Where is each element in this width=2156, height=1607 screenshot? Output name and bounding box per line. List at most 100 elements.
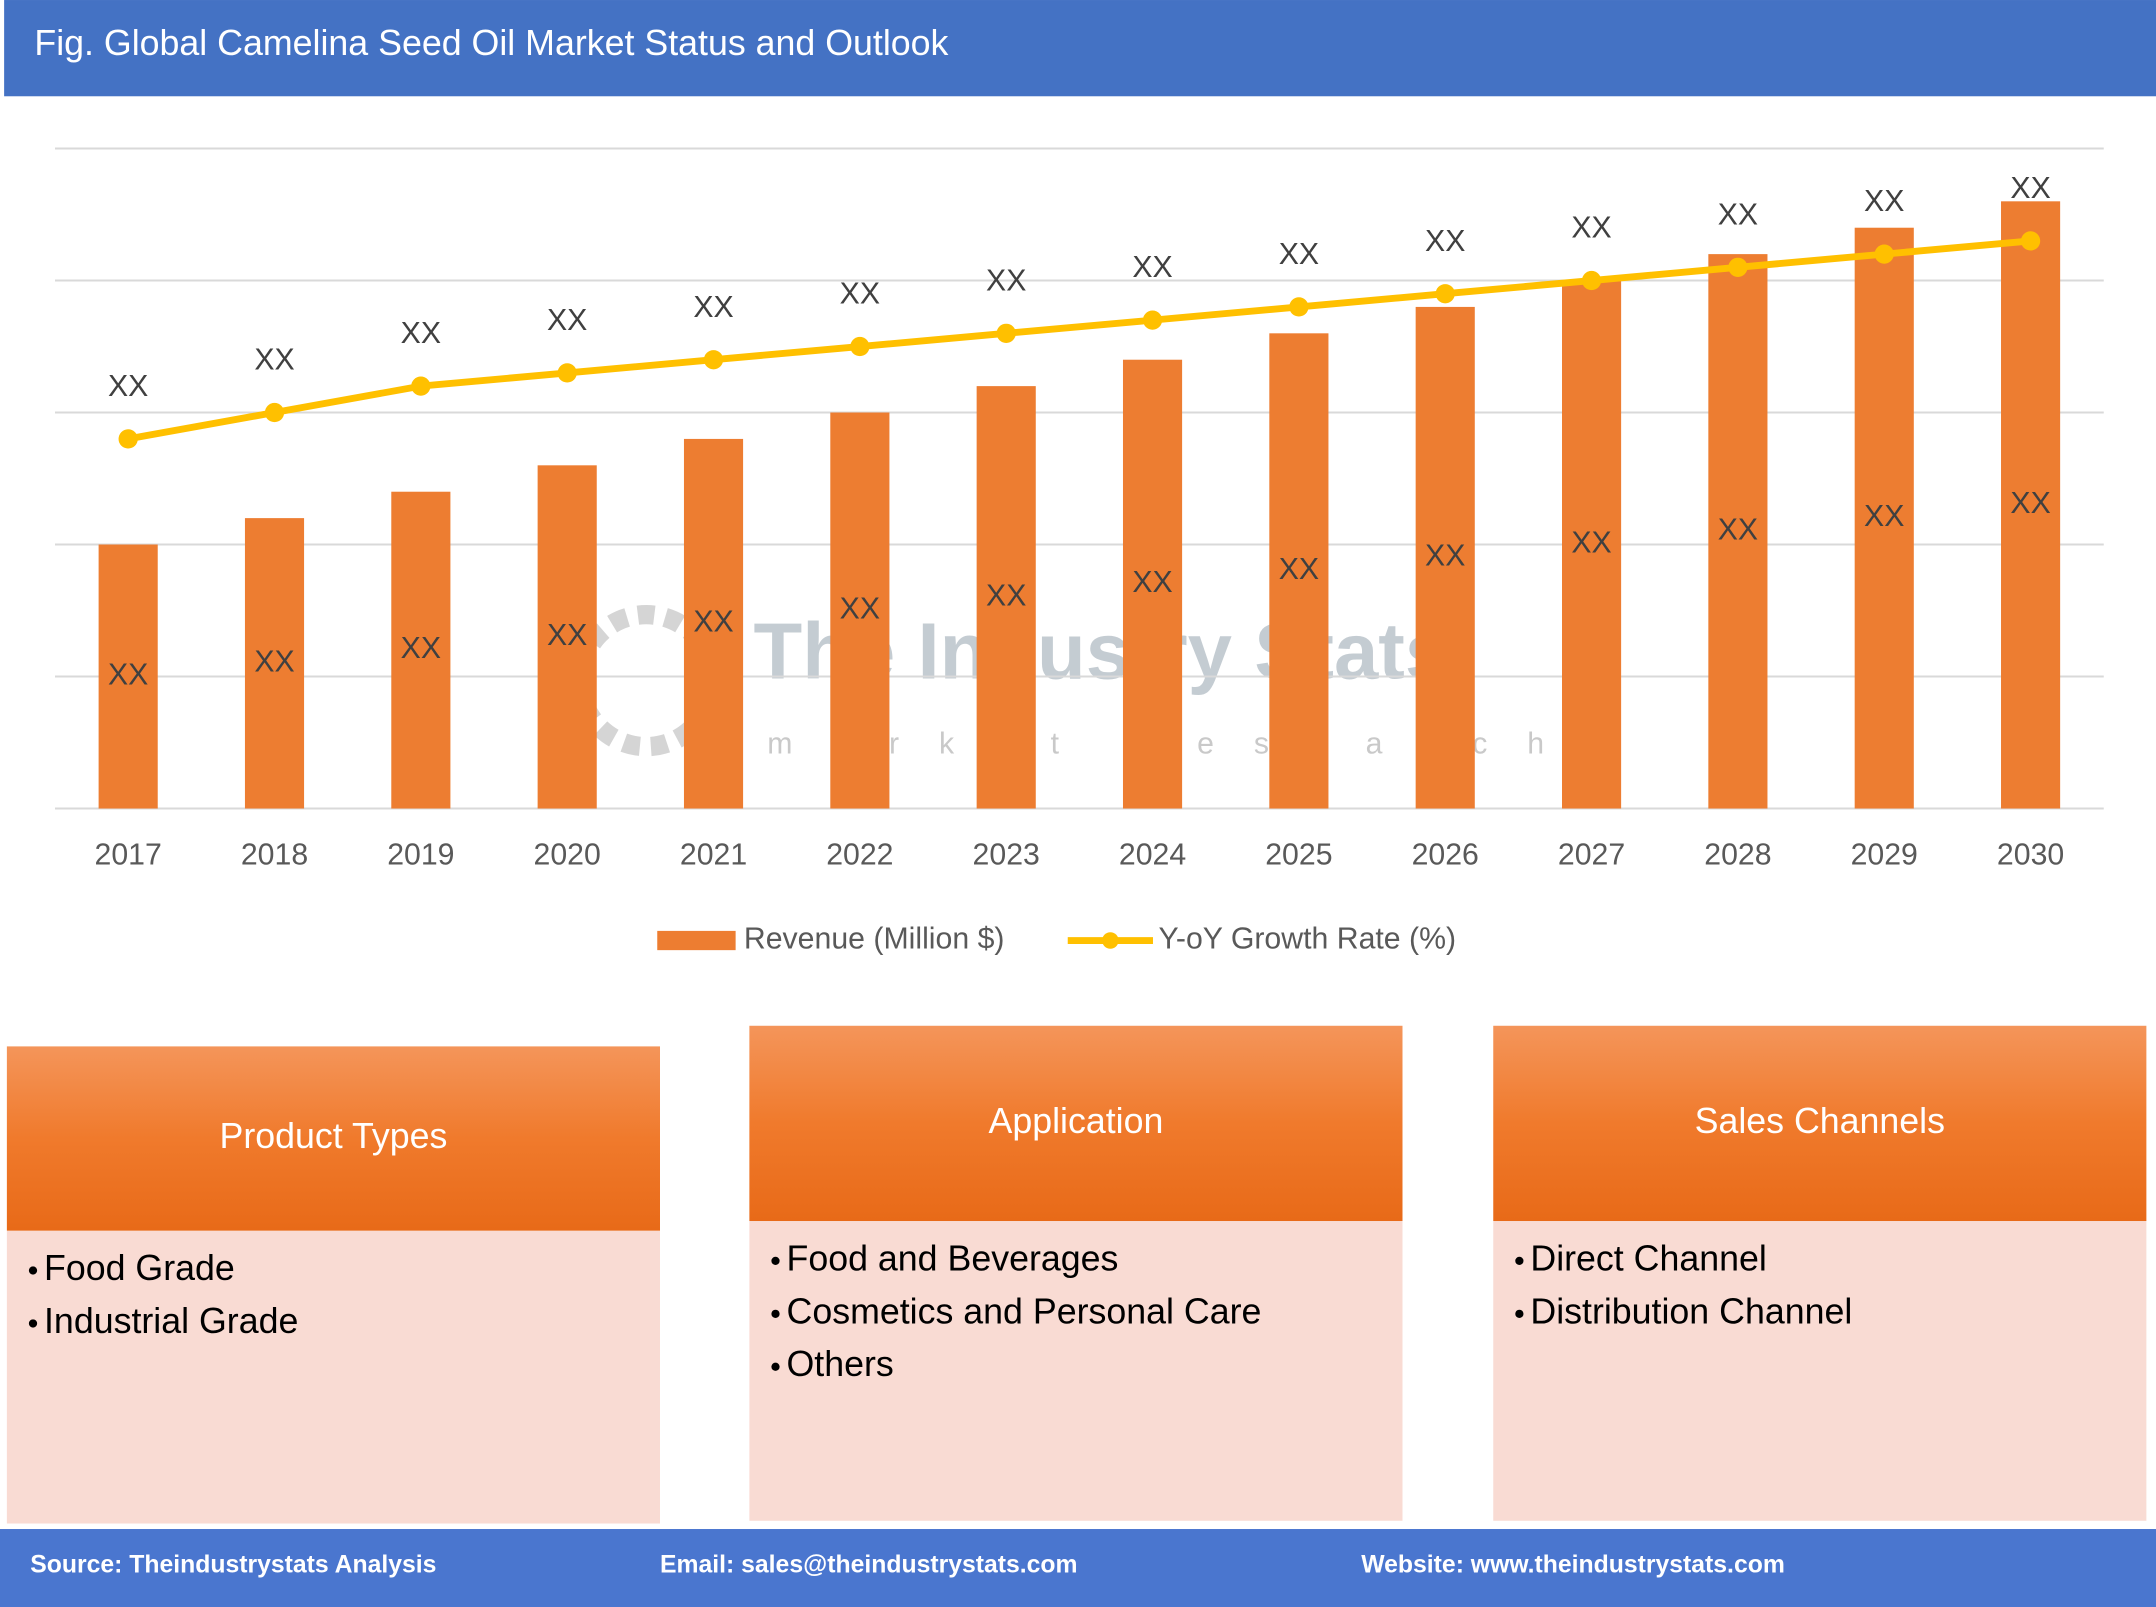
- bullet: [1515, 1256, 1524, 1266]
- x-tick-label: 2028: [1704, 839, 1771, 872]
- line-value-label: XX: [401, 317, 441, 350]
- bar-value-label: XX: [840, 593, 880, 626]
- line-point: [996, 323, 1016, 343]
- bar-value-label: XX: [693, 606, 733, 639]
- bar: [537, 465, 597, 809]
- bar: [1415, 306, 1475, 809]
- panel-header: [1493, 1025, 2147, 1222]
- bar: [1562, 280, 1622, 809]
- line-point: [2020, 231, 2041, 251]
- bar: [98, 544, 158, 809]
- line-point: [1142, 310, 1163, 330]
- line-point: [557, 363, 577, 383]
- footer-website: Website: www.theindustrystats.com: [1361, 1552, 1785, 1579]
- x-tick-label: 2022: [826, 839, 893, 872]
- bar-value-label: XX: [1571, 527, 1611, 560]
- bar: [391, 491, 451, 809]
- panel-item: Direct Channel: [1530, 1238, 1766, 1278]
- panel-title: Product Types: [220, 1116, 448, 1156]
- line-value-label: XX: [840, 278, 880, 311]
- footer-bar: [0, 1529, 2156, 1607]
- x-tick-label: 2030: [1997, 839, 2064, 872]
- bar: [976, 386, 1036, 809]
- legend-label: Y-oY Growth Rate (%): [1158, 923, 1456, 956]
- line-point: [1874, 244, 1894, 264]
- x-tick-label: 2029: [1851, 839, 1918, 872]
- legend-swatch: [657, 930, 736, 951]
- bar: [2001, 201, 2061, 809]
- panel-body: [6, 1230, 660, 1524]
- line-point: [703, 350, 724, 370]
- line-value-label: XX: [547, 304, 587, 337]
- line: [127, 237, 2031, 443]
- line-value-label: XX: [254, 344, 294, 377]
- bar-value-label: XX: [1864, 500, 1904, 533]
- x-tick-label: 2021: [680, 839, 747, 872]
- bullet: [771, 1362, 780, 1371]
- line-value-label: XX: [693, 291, 733, 324]
- line-value-label: XX: [1571, 212, 1611, 245]
- panel-body: [749, 1221, 1403, 1521]
- footer-source: Source: Theindustrystats Analysis: [30, 1552, 436, 1579]
- bar-value-label: XX: [2010, 487, 2050, 520]
- line-point: [1581, 270, 1602, 291]
- line-value-label: XX: [1864, 185, 1904, 218]
- x-tick-label: 2023: [973, 839, 1040, 872]
- bar: [1708, 254, 1768, 809]
- legend-swatch-dot: [1102, 932, 1119, 949]
- line-value-label: XX: [1279, 238, 1319, 271]
- header-bar: [4, 0, 2156, 97]
- bar: [1854, 227, 1914, 809]
- panel-item: Others: [787, 1344, 894, 1384]
- x-tick-label: 2017: [95, 839, 162, 872]
- line-value-label: XX: [986, 264, 1026, 297]
- line-point: [118, 429, 138, 449]
- panel-item: Distribution Channel: [1530, 1291, 1852, 1331]
- bar: [244, 518, 305, 809]
- bar-value-label: XX: [254, 645, 294, 678]
- panel-title: Sales Channels: [1695, 1101, 1945, 1141]
- bar-value-label: XX: [1132, 566, 1172, 599]
- footer-email: Email: sales@theindustrystats.com: [660, 1552, 1078, 1579]
- bullet: [771, 1256, 780, 1266]
- x-tick-label: 2018: [241, 839, 308, 872]
- x-tick-label: 2026: [1412, 839, 1479, 872]
- line-point: [1289, 297, 1309, 317]
- bar-value-label: XX: [108, 659, 148, 692]
- x-tick-label: 2020: [534, 839, 601, 872]
- chart-title: Fig. Global Camelina Seed Oil Market Sta…: [34, 23, 948, 63]
- x-tick-label: 2019: [387, 839, 454, 872]
- line-point: [1728, 257, 1748, 277]
- x-tick-label: 2027: [1558, 839, 1625, 872]
- line-point: [264, 402, 285, 423]
- bar: [1269, 333, 1329, 809]
- panel-header: [6, 1046, 660, 1231]
- line-point: [850, 336, 870, 357]
- panel-item: Food Grade: [44, 1248, 235, 1288]
- bar-value-label: XX: [986, 579, 1026, 612]
- x-tick-label: 2025: [1265, 839, 1332, 872]
- bar-value-label: XX: [1718, 513, 1758, 546]
- bullet: [28, 1266, 38, 1275]
- line-value-label: XX: [108, 370, 148, 403]
- bullet: [1515, 1309, 1524, 1318]
- legend-label: Revenue (Million $): [744, 923, 1005, 956]
- x-tick-label: 2024: [1119, 839, 1186, 872]
- bullet: [28, 1319, 38, 1328]
- bar-value-label: XX: [547, 619, 587, 652]
- panel-header: [749, 1025, 1403, 1222]
- panel-title: Application: [988, 1101, 1163, 1141]
- panel-item: Cosmetics and Personal Care: [787, 1291, 1262, 1331]
- bar-value-label: XX: [1425, 540, 1465, 573]
- line-point: [411, 376, 431, 396]
- line-value-label: XX: [2010, 172, 2050, 205]
- panel-item: Industrial Grade: [44, 1301, 298, 1341]
- bar: [683, 438, 744, 809]
- bar-value-label: XX: [401, 632, 441, 665]
- bullet: [771, 1309, 780, 1318]
- bar: [830, 412, 890, 809]
- line-point: [1435, 284, 1455, 304]
- line-value-label: XX: [1132, 251, 1172, 284]
